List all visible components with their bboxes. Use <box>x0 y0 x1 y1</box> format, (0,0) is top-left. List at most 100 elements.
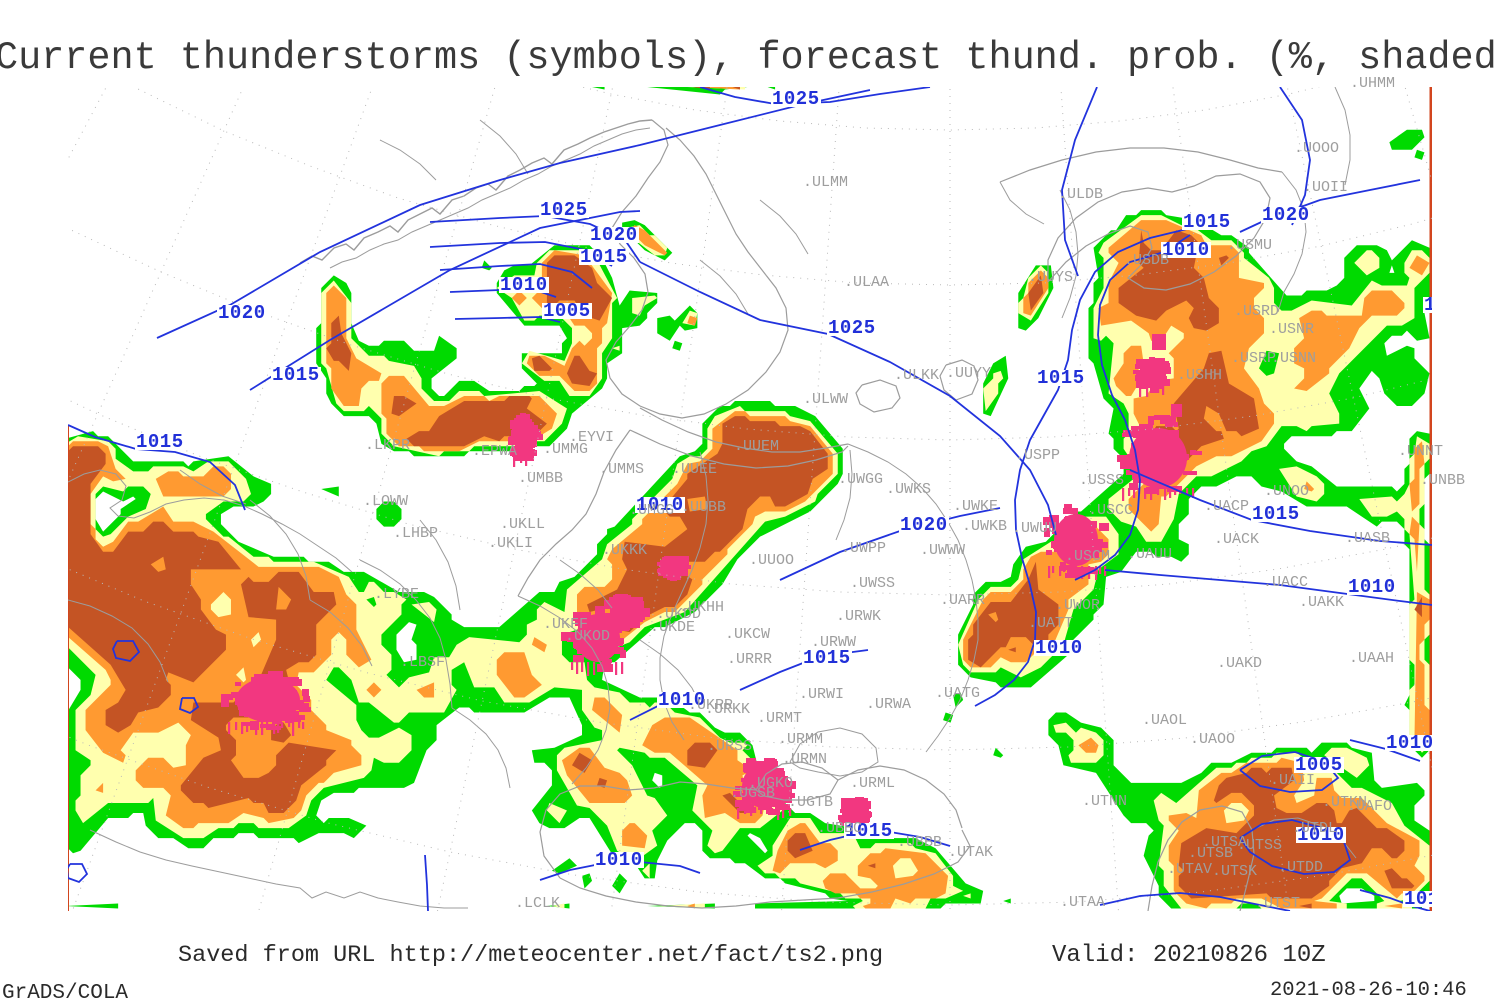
svg-text:.UUOO: .UUOO <box>749 552 794 569</box>
svg-text:1020: 1020 <box>218 302 266 324</box>
svg-text:.ULAA: .ULAA <box>844 274 889 291</box>
svg-text:.UTAK: .UTAK <box>948 844 993 861</box>
svg-text:1025: 1025 <box>540 199 588 221</box>
svg-text:.UWUU: .UWUU <box>1012 520 1057 537</box>
svg-text:1020: 1020 <box>590 224 638 246</box>
svg-text:.USHH: .USHH <box>1177 367 1222 384</box>
svg-text:.UATG: .UATG <box>935 685 980 702</box>
svg-text:.URML: .URML <box>850 775 895 792</box>
svg-text:.UUYY: .UUYY <box>946 365 991 382</box>
svg-text:.UKDD: .UKDD <box>656 606 701 623</box>
svg-text:.UBBB: .UBBB <box>897 834 942 851</box>
svg-text:.UWKB: .UWKB <box>962 518 1007 535</box>
svg-text:1025: 1025 <box>772 88 820 110</box>
svg-text:.UKOD: .UKOD <box>565 628 610 645</box>
svg-text:.USRD: .USRD <box>1234 303 1279 320</box>
svg-text:.ULWW: .ULWW <box>803 391 848 408</box>
svg-text:2021-08-26-10:46: 2021-08-26-10:46 <box>1270 979 1467 1000</box>
svg-text:.UTSS: .UTSS <box>1237 837 1282 854</box>
svg-text:.UKLL: .UKLL <box>500 516 545 533</box>
svg-text:.UNOO: .UNOO <box>1264 483 1309 500</box>
svg-text:.LKPR: .LKPR <box>365 437 410 454</box>
svg-text:.USRP: .USRP <box>1231 350 1276 367</box>
svg-text:Current thunderstorms (symbols: Current thunderstorms (symbols), forecas… <box>0 36 1500 80</box>
svg-text:.UWGG: .UWGG <box>838 471 883 488</box>
svg-text:.UATT: .UATT <box>1028 615 1073 632</box>
svg-text:Valid: 20210826 10Z: Valid: 20210826 10Z <box>1052 942 1326 969</box>
svg-text:.UWOR: .UWOR <box>1055 597 1100 614</box>
svg-text:.URRR: .URRR <box>727 651 772 668</box>
svg-text:.UMMS: .UMMS <box>599 461 644 478</box>
svg-text:.UTDD: .UTDD <box>1278 859 1323 876</box>
svg-text:1010: 1010 <box>595 849 643 871</box>
svg-text:.UTST: .UTST <box>1255 895 1300 912</box>
svg-text:1020: 1020 <box>900 514 948 536</box>
svg-text:.USSS: .USSS <box>1079 472 1124 489</box>
svg-text:.UTSB: .UTSB <box>1188 845 1233 862</box>
svg-text:.UKLI: .UKLI <box>488 535 533 552</box>
svg-text:.UASB: .UASB <box>1345 530 1390 547</box>
svg-text:.UUEE: .UUEE <box>672 461 717 478</box>
svg-text:.LBSF: .LBSF <box>400 654 445 671</box>
svg-text:1010: 1010 <box>1297 824 1345 846</box>
svg-text:.UAFO: .UAFO <box>1347 798 1392 815</box>
svg-text:.UWPP: .UWPP <box>841 540 886 557</box>
svg-text:.UNNT: .UNNT <box>1398 443 1443 460</box>
svg-text:1010: 1010 <box>1386 732 1434 754</box>
svg-text:.UKDE: .UKDE <box>650 619 695 636</box>
svg-text:1015: 1015 <box>580 246 628 268</box>
svg-text:.UWKS: .UWKS <box>886 481 931 498</box>
svg-text:1010: 1010 <box>658 689 706 711</box>
svg-text:.UTKN: .UTKN <box>1322 794 1367 811</box>
svg-text:.LYBE: .LYBE <box>374 586 419 603</box>
svg-text:.EPWA: .EPWA <box>472 443 517 460</box>
svg-text:.UUYS: .UUYS <box>1028 269 1073 286</box>
svg-text:.ULMM: .ULMM <box>803 174 848 191</box>
svg-text:.LCLK: .LCLK <box>515 895 560 912</box>
svg-text:.UTAA: .UTAA <box>1060 894 1105 911</box>
svg-text:.UTNN: .UTNN <box>1082 793 1127 810</box>
svg-text:.ULDB: .ULDB <box>1058 186 1103 203</box>
svg-text:.UWKE: .UWKE <box>953 498 998 515</box>
svg-text:.UACC: .UACC <box>1263 574 1308 591</box>
svg-text:1010: 1010 <box>500 274 548 296</box>
svg-text:1015: 1015 <box>803 647 851 669</box>
svg-text:.UUBB: .UUBB <box>681 499 726 516</box>
svg-text:.UNBB: .UNBB <box>1420 472 1465 489</box>
svg-text:.UWSS: .UWSS <box>850 575 895 592</box>
svg-text:.USCM: .USCM <box>1065 548 1110 565</box>
svg-text:.UKKK: .UKKK <box>602 542 647 559</box>
svg-text:.USDB: .USDB <box>1124 252 1169 269</box>
svg-text:.UKRR: .UKRR <box>688 697 733 714</box>
svg-text:.UARR: .UARR <box>940 592 985 609</box>
svg-text:1015: 1015 <box>845 820 893 842</box>
svg-text:1015: 1015 <box>1183 211 1231 233</box>
svg-text:.USNR: .USNR <box>1269 321 1314 338</box>
svg-text:.URMN: .URMN <box>782 751 827 768</box>
svg-text:.UAOO: .UAOO <box>1190 731 1235 748</box>
svg-text:1015: 1015 <box>136 431 184 453</box>
svg-text:.URWA: .URWA <box>866 696 911 713</box>
svg-text:1020: 1020 <box>1262 204 1310 226</box>
svg-text:.UTSK: .UTSK <box>1212 863 1257 880</box>
svg-text:.UBBC: .UBBC <box>817 820 862 837</box>
svg-text:1025: 1025 <box>828 317 876 339</box>
svg-text:.UAUU: .UAUU <box>1127 546 1172 563</box>
svg-text:.LOWW: .LOWW <box>363 493 408 510</box>
svg-text:.UMBB: .UMBB <box>518 470 563 487</box>
svg-text:.UUEM: .UUEM <box>734 438 779 455</box>
svg-text:1010: 1010 <box>1348 576 1396 598</box>
svg-text:1010: 1010 <box>1404 888 1452 910</box>
svg-text:.UAAH: .UAAH <box>1349 650 1394 667</box>
svg-text:.UGTB: .UGTB <box>788 794 833 811</box>
svg-text:1: 1 <box>1424 294 1436 316</box>
svg-text:1010: 1010 <box>636 494 684 516</box>
svg-text:.UACK: .UACK <box>1214 531 1259 548</box>
svg-text:.URWI: .URWI <box>799 686 844 703</box>
svg-text:.ULKK: .ULKK <box>894 367 939 384</box>
svg-text:.UWWW: .UWWW <box>920 542 965 559</box>
svg-text:1010: 1010 <box>1035 637 1083 659</box>
svg-text:.UMMG: .UMMG <box>543 441 588 458</box>
svg-text:1005: 1005 <box>1295 754 1343 776</box>
svg-text:.URSS: .URSS <box>707 738 752 755</box>
